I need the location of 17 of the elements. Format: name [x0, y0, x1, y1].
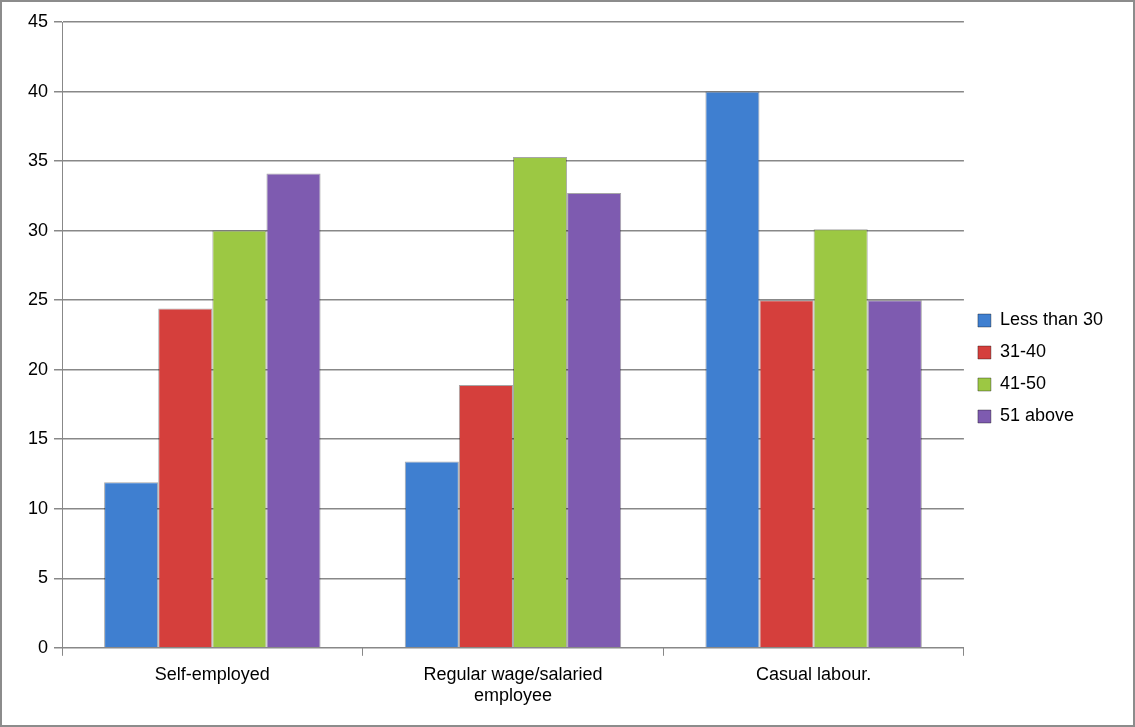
y-tick-label: 10 [27, 497, 49, 518]
y-tick-label: 30 [27, 219, 49, 240]
y-tick-label: 0 [38, 636, 49, 657]
legend-label: 51 above [999, 405, 1074, 426]
y-tick-label: 45 [27, 10, 49, 31]
y-tick-label: 5 [38, 567, 49, 588]
x-tick-label: Regular wage/salaried employee [423, 663, 603, 706]
y-tick-label: 25 [27, 289, 49, 310]
x-tick-label: Self-employed [154, 663, 270, 684]
y-tick-label: 40 [27, 80, 49, 101]
legend-label: 41-50 [999, 373, 1046, 394]
legend-label: 31-40 [999, 341, 1046, 362]
legend-label: Less than 30 [999, 309, 1103, 330]
x-tick-label: Casual labour. [756, 663, 872, 684]
y-tick-label: 20 [27, 358, 49, 379]
y-tick-label: 15 [27, 428, 49, 449]
y-tick-label: 35 [27, 150, 49, 171]
